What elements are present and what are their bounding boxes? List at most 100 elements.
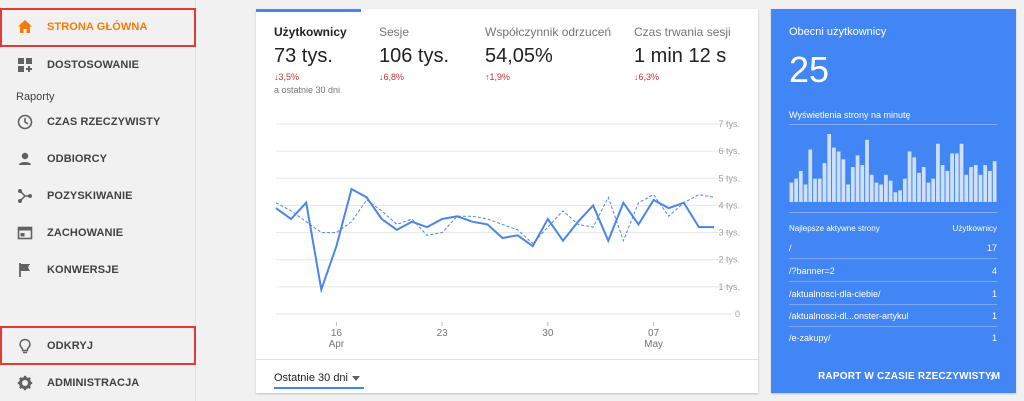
pageviews-bar-chart xyxy=(789,134,997,202)
nav-conversions[interactable]: KONWERSJE xyxy=(0,252,196,288)
flag-icon xyxy=(16,261,34,279)
chevron-right-icon[interactable]: › xyxy=(990,369,995,384)
metric-bounce-rate[interactable]: Współczynnik odrzuceń 54,05% ↑1,9% xyxy=(485,25,611,82)
metric-sessions[interactable]: Sesje 106 tys. ↓6,8% xyxy=(379,25,449,82)
nav-acquisition[interactable]: POZYSKIWANIE xyxy=(0,178,196,214)
highlight-home xyxy=(0,8,196,47)
overview-card: Użytkownicy 73 tys. ↓3,5% a ostatnie 30 … xyxy=(256,9,758,393)
date-range-dropdown[interactable]: Ostatnie 30 dni xyxy=(274,372,364,389)
nav-realtime[interactable]: CZAS RZECZYWISTY xyxy=(0,104,196,140)
pageview-bar xyxy=(850,167,855,202)
pageview-bar xyxy=(813,178,817,202)
pageview-bar xyxy=(860,165,865,202)
nav-acquisition-label: POZYSKIWANIE xyxy=(47,190,133,202)
metric-duration-value: 1 min 12 s xyxy=(634,45,727,67)
pageview-bar xyxy=(789,182,794,202)
active-page-row[interactable]: /?banner=2 4 xyxy=(789,260,997,282)
pageview-bar xyxy=(973,165,978,202)
metric-bounce-label: Współczynnik odrzuceń xyxy=(485,25,612,39)
reports-section-label: Raporty xyxy=(16,91,55,103)
sidebar: STRONA GŁÓWNA DOSTOSOWANIE Raporty CZAS … xyxy=(0,0,196,401)
acquisition-icon xyxy=(16,187,34,205)
gear-icon xyxy=(16,374,34,392)
nav-discover-label: ODKRYJ xyxy=(47,340,94,352)
y-tick-label: 1 tys. xyxy=(718,282,740,292)
pageview-bar xyxy=(827,134,832,202)
metric-duration-change: ↓6,3% xyxy=(634,72,660,82)
x-tick-month-label: May xyxy=(644,339,663,350)
nav-customization-label: DOSTOSOWANIE xyxy=(47,59,140,71)
nav-admin[interactable]: ADMINISTRACJA xyxy=(0,365,196,401)
y-tick-label: 3 tys. xyxy=(718,228,740,238)
pageview-bar xyxy=(836,151,841,202)
pageview-bar xyxy=(931,178,936,202)
pageview-bar xyxy=(921,167,926,202)
realtime-report-link[interactable]: RAPORT W CZASIE RZECZYWISTYM xyxy=(818,371,1001,382)
y-tick-label: 7 tys. xyxy=(718,119,740,129)
person-icon xyxy=(16,150,34,168)
dashboard-icon xyxy=(16,56,34,74)
active-page-row[interactable]: / 17 xyxy=(789,237,997,259)
pageview-bar xyxy=(988,170,992,202)
nav-audience[interactable]: ODBIORCY xyxy=(0,141,196,177)
active-page-path: /aktualnosci-dl...onster-artykul xyxy=(789,310,909,321)
y-tick-label: 5 tys. xyxy=(718,173,740,183)
metric-users-label: Użytkownicy xyxy=(274,25,347,39)
pageview-bar xyxy=(841,159,846,202)
nav-home-label: STRONA GŁÓWNA xyxy=(47,21,148,33)
realtime-footer: RAPORT W CZASIE RZECZYWISTYM › xyxy=(771,359,1016,393)
active-page-path: /?banner=2 xyxy=(789,265,835,276)
chevron-down-icon xyxy=(352,376,360,381)
active-page-users: 1 xyxy=(991,288,997,299)
behavior-icon xyxy=(16,224,34,242)
x-tick-label: 07 xyxy=(648,328,660,339)
metric-users[interactable]: Użytkownicy 73 tys. ↓3,5% a ostatnie 30 … xyxy=(274,25,347,95)
y-tick-label: 2 tys. xyxy=(718,255,740,265)
pageview-bar xyxy=(874,182,879,202)
series-line-previous xyxy=(275,193,715,245)
card-footer: Ostatnie 30 dni xyxy=(256,359,758,393)
pageview-bar xyxy=(803,184,808,202)
active-pages-col-users: Użytkownicy xyxy=(952,224,997,233)
pageview-bar xyxy=(954,153,959,202)
realtime-card: Obecni użytkownicy 25 Wyświetlenia stron… xyxy=(771,9,1016,393)
metric-sessions-label: Sesje xyxy=(379,25,410,39)
pageview-bar xyxy=(794,178,798,202)
divider xyxy=(789,212,997,213)
pageview-bar xyxy=(832,147,836,202)
nav-admin-label: ADMINISTRACJA xyxy=(47,377,140,389)
nav-home[interactable]: STRONA GŁÓWNA xyxy=(0,9,196,45)
pageview-bar xyxy=(936,143,940,202)
active-page-row[interactable]: /e-zakupy/ 1 xyxy=(789,327,997,349)
pageview-bar xyxy=(822,163,827,202)
pageview-bar xyxy=(978,174,983,202)
active-page-row[interactable]: /aktualnosci-dla-ciebie/ 1 xyxy=(789,283,997,305)
metric-session-duration[interactable]: Czas trwania sesji 1 min 12 s ↓6,3% xyxy=(634,25,731,82)
nav-realtime-label: CZAS RZECZYWISTY xyxy=(47,116,161,128)
pageview-bar xyxy=(888,180,893,202)
pageview-bar xyxy=(983,165,988,202)
metric-duration-label: Czas trwania sesji xyxy=(634,25,731,39)
active-page-path: / xyxy=(789,242,792,253)
pageview-bar xyxy=(907,151,912,202)
pageview-bar xyxy=(969,167,973,202)
nav-customization[interactable]: DOSTOSOWANIE xyxy=(0,47,196,83)
pageview-bar xyxy=(808,149,813,202)
metric-users-period: a ostatnie 30 dni xyxy=(274,85,341,95)
x-tick-label: 23 xyxy=(437,328,449,339)
pageview-bar xyxy=(992,161,997,202)
active-page-row[interactable]: /aktualnosci-dl...onster-artykul 1 xyxy=(789,305,997,327)
pageview-bar xyxy=(865,139,869,202)
nav-behavior[interactable]: ZACHOWANIE xyxy=(0,215,196,251)
pageview-bar xyxy=(902,178,907,202)
pageview-bar xyxy=(893,192,898,202)
active-page-path: /aktualnosci-dla-ciebie/ xyxy=(789,288,881,299)
y-tick-label: 6 tys. xyxy=(718,146,740,156)
metric-users-change: ↓3,5% xyxy=(274,72,300,82)
nav-conversions-label: KONWERSJE xyxy=(47,264,119,276)
highlight-discover xyxy=(0,326,196,365)
active-tab-indicator xyxy=(256,9,361,12)
nav-discover[interactable]: ODKRYJ xyxy=(0,328,196,364)
pageview-bar xyxy=(950,153,954,202)
active-pages-header: Najlepsze aktywne strony Użytkownicy xyxy=(789,224,997,233)
